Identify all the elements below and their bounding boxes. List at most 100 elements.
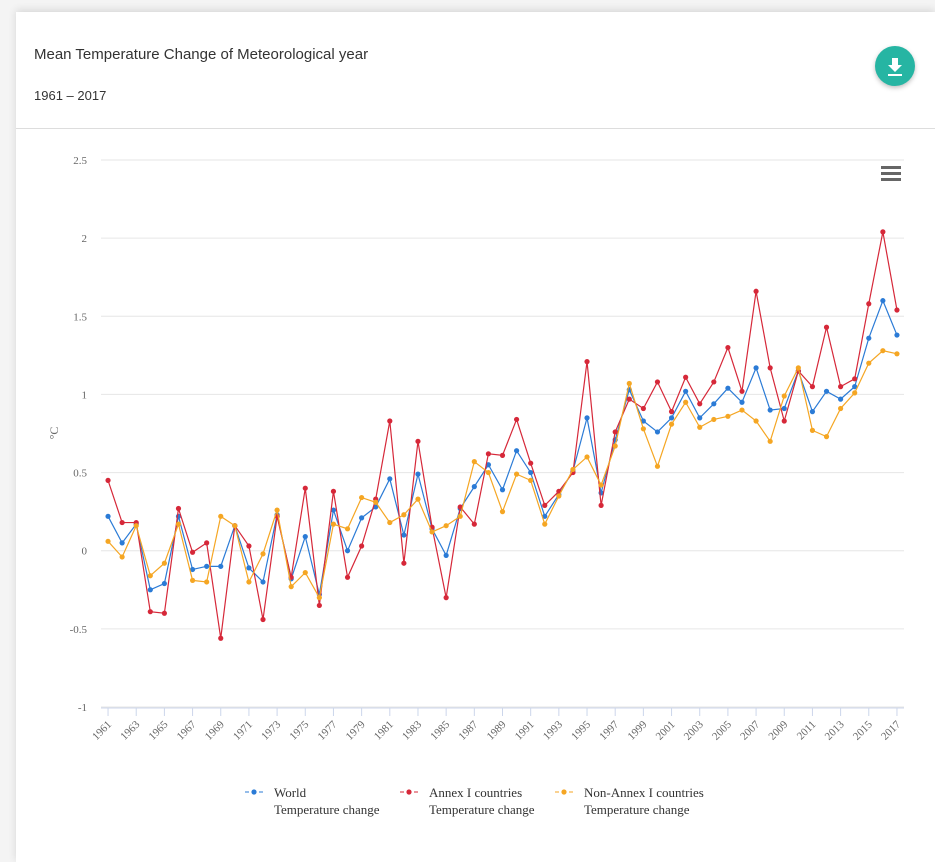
data-point	[753, 365, 759, 371]
data-point	[584, 415, 590, 421]
data-point	[584, 454, 590, 460]
data-point	[894, 307, 900, 313]
data-point	[373, 499, 379, 505]
data-point	[542, 521, 548, 527]
data-point	[359, 494, 365, 501]
data-point	[359, 515, 365, 521]
legend-label[interactable]: Annex I countries Temperature change	[429, 785, 535, 817]
menu-icon[interactable]	[881, 166, 901, 181]
x-tick-label: 1973	[259, 718, 283, 742]
data-point	[823, 388, 830, 394]
data-point	[373, 504, 379, 510]
data-point	[556, 493, 562, 499]
data-point	[894, 332, 900, 338]
x-tick-label: 1997	[597, 718, 621, 742]
series-line	[107, 231, 898, 639]
data-point	[598, 482, 604, 488]
data-point	[683, 388, 689, 394]
x-tick-label: 1969	[203, 718, 227, 742]
data-point	[161, 580, 167, 587]
data-point	[767, 365, 773, 371]
x-tick-label: 1991	[513, 719, 537, 743]
data-point	[880, 298, 886, 304]
card-header: Mean Temperature Change of Meteorologica…	[16, 12, 935, 129]
data-point	[161, 560, 167, 566]
data-point	[330, 488, 337, 494]
x-tick-label: 1961	[90, 719, 114, 743]
x-tick-label: 2001	[654, 719, 678, 743]
x-tick-label: 2005	[710, 718, 734, 742]
x-tick-label: 1967	[175, 718, 199, 742]
x-tick-label: 1999	[625, 718, 649, 742]
data-point	[344, 526, 351, 532]
data-point	[330, 521, 337, 527]
data-point	[584, 359, 590, 365]
y-tick-label: -1	[78, 702, 87, 714]
data-point	[175, 521, 182, 527]
data-point	[866, 335, 872, 341]
download-icon	[888, 58, 902, 76]
download-button[interactable]	[875, 46, 915, 86]
x-tick-label: 1963	[118, 718, 142, 742]
data-point	[866, 301, 872, 307]
y-tick-label: -0.5	[70, 624, 88, 636]
data-point	[260, 551, 266, 557]
data-point	[626, 380, 632, 387]
data-point	[654, 429, 661, 435]
data-point	[781, 393, 787, 399]
data-point	[654, 463, 661, 469]
data-point	[823, 434, 830, 440]
y-tick-label: 0	[82, 546, 88, 558]
data-point	[105, 513, 111, 519]
data-point	[344, 574, 351, 580]
y-axis-label: °C	[47, 427, 61, 440]
data-point	[415, 471, 421, 477]
data-point	[246, 565, 252, 571]
legend-label[interactable]: World Temperature change	[274, 785, 380, 817]
data-point	[542, 513, 548, 519]
legend-item[interactable]	[400, 789, 418, 795]
data-point	[795, 365, 801, 371]
y-tick-label: 2	[82, 233, 88, 245]
x-tick-label: 1989	[485, 718, 509, 742]
y-tick-label: 1.5	[73, 311, 87, 323]
data-point	[640, 426, 646, 432]
data-point	[415, 438, 421, 444]
data-point	[767, 407, 773, 413]
x-tick-label: 2009	[766, 718, 790, 742]
data-point	[302, 485, 308, 491]
data-point	[218, 635, 224, 641]
data-point	[316, 595, 322, 601]
data-point	[485, 451, 492, 457]
data-point	[415, 496, 421, 502]
data-point	[781, 418, 787, 424]
data-point	[119, 540, 125, 546]
card: Mean Temperature Change of Meteorologica…	[16, 12, 935, 862]
data-point	[894, 351, 900, 357]
data-point	[513, 448, 520, 454]
data-point	[147, 609, 153, 615]
x-tick-label: 1981	[372, 719, 396, 743]
legend-item[interactable]	[245, 789, 263, 795]
x-tick-label: 1993	[541, 718, 565, 742]
legend-marker	[251, 789, 257, 795]
series-line	[107, 350, 898, 600]
data-point	[838, 396, 844, 402]
x-tick-label: 2017	[879, 718, 903, 742]
data-point	[654, 379, 661, 385]
data-point	[499, 487, 506, 493]
data-point	[725, 385, 731, 391]
data-point	[387, 476, 393, 482]
legend-label[interactable]: Non-Annex I countries Temperature change	[584, 785, 704, 817]
legend-item[interactable]	[555, 789, 573, 795]
data-point	[697, 415, 703, 421]
data-point	[119, 554, 125, 560]
x-tick-label: 1965	[146, 718, 170, 742]
data-point	[401, 560, 407, 566]
data-point	[387, 418, 393, 424]
data-point	[105, 477, 111, 483]
data-point	[147, 573, 153, 579]
data-point	[457, 513, 463, 519]
y-tick-label: 1	[82, 389, 88, 401]
